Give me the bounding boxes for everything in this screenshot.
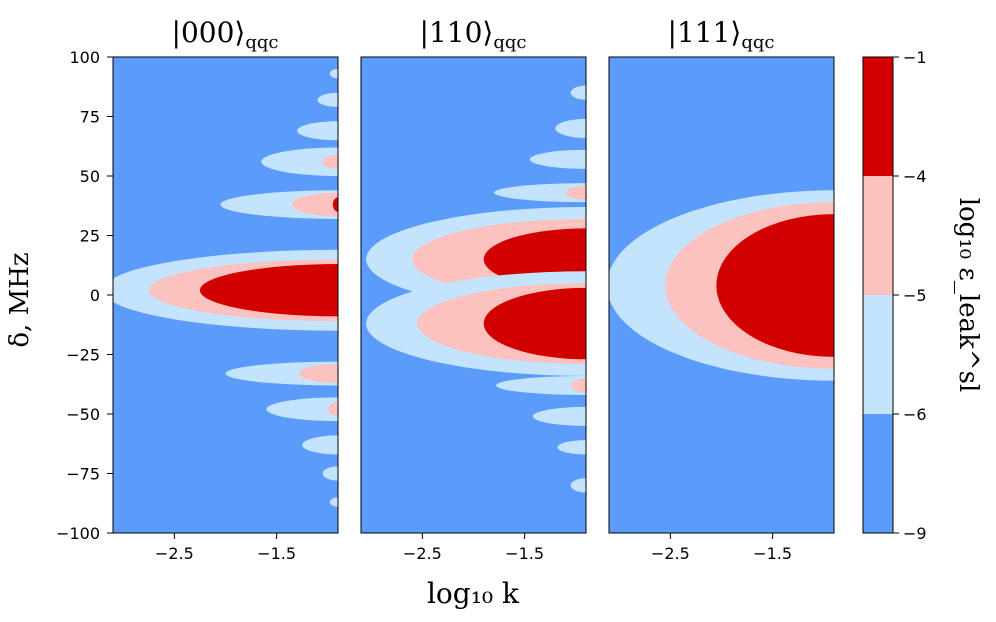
x-tick-label: −2.5	[403, 544, 442, 563]
colorbar-block	[863, 57, 893, 176]
y-tick-label: 0	[90, 286, 100, 305]
panel-000: |000⟩qqc −2.5 −1.5	[112, 16, 339, 563]
panel-000-lobe-9-level-1	[329, 68, 338, 79]
panel-111-lobe-0-level-3	[716, 214, 834, 357]
colorbar-tick-label: −5	[903, 286, 927, 305]
panel-000-xticks: −2.5 −1.5	[155, 533, 296, 563]
panel-110-lobe-4-level-1	[529, 149, 586, 169]
colorbar-tick-label: −4	[903, 167, 927, 186]
panel-000-lobe-4-level-2	[327, 402, 338, 417]
panel-110-lobe-2-level-1	[493, 183, 586, 203]
panel-000-lobe-5-level-1	[297, 121, 338, 141]
panel-000-lobe-1-level-3	[332, 197, 338, 212]
colorbar-ticks: −9 −6 −5 −4 −1	[893, 48, 927, 543]
panel-110-contours	[366, 85, 586, 493]
panel-110-xticks: −2.5 −1.5	[403, 533, 544, 563]
panel-110-lobe-3-level-1	[496, 375, 586, 395]
colorbar-tick-label: −6	[903, 405, 927, 424]
y-tick-label: −50	[66, 405, 100, 424]
panel-000-lobe-4-level-1	[266, 397, 338, 422]
y-axis-label: δ, MHz	[5, 252, 35, 347]
panel-000-lobe-2-level-2	[299, 364, 338, 384]
y-tick-label: −100	[56, 524, 100, 543]
x-tick-label: −1.5	[753, 544, 792, 563]
panel-000-lobe-0-level-3	[199, 264, 338, 317]
x-tick-label: −2.5	[651, 544, 690, 563]
panel-110-title: |110⟩qqc	[420, 16, 527, 53]
y-tick-label: 25	[80, 227, 100, 246]
x-tick-label: −2.5	[155, 544, 194, 563]
panel-000-lobe-10-level-1	[329, 497, 338, 507]
panel-110-lobe-1-level-3	[483, 287, 586, 360]
panel-110-lobe-5-level-1	[532, 406, 586, 426]
colorbar-tick-label: −1	[903, 48, 927, 67]
panel-111-xticks: −2.5 −1.5	[651, 533, 792, 563]
colorbar-block	[863, 176, 893, 295]
panel-111-frame	[608, 56, 835, 534]
panel-110: |110⟩qqc −2.5 −1.5	[360, 16, 587, 563]
panel-000-lobe-3-level-2	[322, 154, 338, 169]
panel-000-title: |000⟩qqc	[172, 16, 279, 53]
panel-000-lobe-7-level-1	[317, 92, 338, 107]
x-tick-label: −1.5	[257, 544, 296, 563]
y-tick-label: 50	[80, 167, 100, 186]
panel-111: |111⟩qqc −2.5 −1.5	[608, 16, 835, 563]
colorbar-tick-label: −9	[903, 524, 927, 543]
y-axis-ticks: 100 75 50 25 0 −25 −50 −75 −100	[56, 48, 113, 543]
y-tick-label: −25	[66, 346, 100, 365]
panel-000-lobe-3-level-1	[261, 147, 338, 176]
x-axis-label: log₁₀ k	[427, 577, 520, 610]
colorbar-block	[863, 295, 893, 414]
x-tick-label: −1.5	[505, 544, 544, 563]
panel-110-lobe-8-level-1	[570, 85, 586, 100]
panel-111-title: |111⟩qqc	[668, 16, 775, 53]
panel-110-lobe-9-level-1	[570, 478, 586, 493]
colorbar-label: log₁₀ ε_leak^sl	[953, 198, 983, 393]
panel-000-lobe-6-level-1	[302, 435, 338, 455]
colorbar-blocks	[863, 57, 893, 533]
panel-110-lobe-2-level-2	[565, 185, 586, 200]
panel-110-lobe-7-level-1	[557, 440, 586, 455]
y-tick-label: −75	[66, 465, 100, 484]
y-tick-label: 100	[69, 48, 100, 67]
panel-000-lobe-1-level-2	[291, 192, 338, 217]
panel-110-lobe-3-level-2	[570, 378, 586, 393]
panel-111-contours	[609, 190, 834, 381]
panel-000-contours	[113, 68, 338, 507]
panel-000-lobe-8-level-1	[322, 466, 338, 481]
panel-110-lobe-6-level-1	[555, 118, 586, 138]
y-tick-label: 75	[80, 108, 100, 127]
panel-110-frame	[360, 56, 587, 534]
colorbar: −9 −6 −5 −4 −1 log₁₀ ε_leak^sl	[862, 48, 983, 543]
colorbar-block	[863, 414, 893, 533]
